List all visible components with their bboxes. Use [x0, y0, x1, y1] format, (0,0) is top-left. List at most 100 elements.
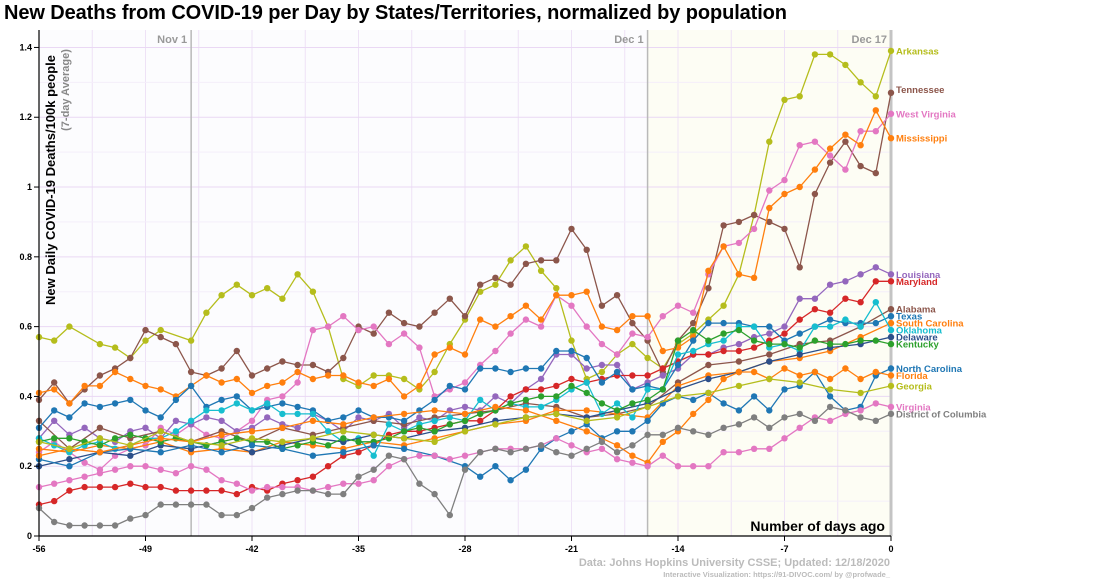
data-point-maryland[interactable]	[507, 393, 514, 400]
data-point-florida[interactable]	[887, 372, 895, 379]
data-point-virginia[interactable]	[674, 463, 682, 470]
data-point-texas[interactable]	[598, 379, 606, 386]
data-point-west-virginia[interactable]	[613, 351, 621, 358]
data-point-arkansas[interactable]	[111, 344, 119, 351]
data-point-west-virginia[interactable]	[674, 302, 682, 309]
data-point-virginia[interactable]	[705, 463, 712, 470]
data-point-mississippi[interactable]	[142, 382, 149, 390]
data-point-florida[interactable]	[735, 368, 743, 376]
data-point-florida[interactable]	[400, 410, 408, 418]
data-point-georgia[interactable]	[887, 382, 895, 390]
data-point-kentucky[interactable]	[826, 340, 834, 348]
data-point-mississippi[interactable]	[720, 243, 727, 250]
data-point-kentucky[interactable]	[553, 393, 560, 400]
data-point-oklahoma[interactable]	[218, 407, 225, 414]
data-point-arkansas[interactable]	[279, 295, 286, 302]
data-point-oklahoma[interactable]	[857, 323, 864, 330]
data-point-texas[interactable]	[355, 407, 362, 414]
data-point-florida[interactable]	[842, 365, 849, 372]
data-point-kentucky[interactable]	[796, 344, 803, 351]
data-point-district-of-columbia[interactable]	[629, 442, 636, 449]
data-point-mississippi[interactable]	[705, 267, 712, 274]
data-point-tennessee[interactable]	[537, 257, 545, 264]
data-point-maryland[interactable]	[111, 483, 119, 491]
data-point-texas[interactable]	[446, 382, 453, 390]
data-point-tennessee[interactable]	[416, 323, 423, 330]
data-point-maryland[interactable]	[324, 463, 332, 470]
data-point-tennessee[interactable]	[507, 281, 514, 288]
data-point-florida[interactable]	[613, 442, 621, 449]
data-point-georgia[interactable]	[553, 410, 560, 418]
data-point-arkansas[interactable]	[218, 292, 225, 299]
data-point-maryland[interactable]	[172, 487, 180, 494]
data-point-arkansas[interactable]	[203, 309, 210, 316]
data-point-south-carolina[interactable]	[887, 319, 895, 327]
data-point-mississippi[interactable]	[568, 292, 575, 299]
data-point-virginia[interactable]	[887, 403, 895, 411]
data-point-mississippi[interactable]	[96, 382, 104, 390]
data-point-tennessee[interactable]	[887, 89, 895, 97]
data-point-kentucky[interactable]	[51, 435, 58, 442]
data-point-north-carolina[interactable]	[629, 428, 636, 435]
data-point-louisiana[interactable]	[264, 414, 271, 421]
data-point-delaware[interactable]	[705, 375, 712, 383]
data-point-west-virginia[interactable]	[568, 302, 575, 309]
data-point-arkansas[interactable]	[233, 281, 240, 288]
data-point-louisiana[interactable]	[416, 414, 423, 421]
data-point-texas[interactable]	[127, 396, 134, 404]
data-point-district-of-columbia[interactable]	[842, 407, 849, 414]
data-point-florida[interactable]	[720, 375, 727, 383]
data-point-louisiana[interactable]	[826, 281, 834, 288]
data-point-texas[interactable]	[218, 396, 225, 404]
data-point-north-carolina[interactable]	[568, 428, 575, 435]
data-point-florida[interactable]	[857, 375, 864, 383]
data-point-district-of-columbia[interactable]	[385, 452, 393, 459]
data-point-texas[interactable]	[96, 403, 104, 411]
data-point-georgia[interactable]	[248, 435, 256, 442]
data-point-florida[interactable]	[872, 368, 879, 376]
data-point-georgia[interactable]	[96, 435, 104, 442]
data-point-tennessee[interactable]	[598, 302, 606, 309]
data-point-tennessee[interactable]	[340, 354, 347, 362]
data-point-west-virginia[interactable]	[507, 330, 514, 337]
data-point-texas[interactable]	[431, 396, 438, 404]
data-point-district-of-columbia[interactable]	[355, 473, 362, 480]
data-point-arkansas[interactable]	[477, 288, 484, 295]
data-point-delaware[interactable]	[766, 358, 773, 365]
data-point-louisiana[interactable]	[796, 295, 803, 302]
data-point-louisiana[interactable]	[613, 361, 621, 369]
data-point-mississippi[interactable]	[507, 313, 514, 320]
data-point-alabama[interactable]	[766, 351, 773, 358]
data-point-virginia[interactable]	[796, 424, 803, 431]
data-point-oklahoma[interactable]	[477, 396, 484, 404]
data-point-kentucky[interactable]	[659, 386, 666, 393]
data-point-west-virginia[interactable]	[583, 323, 590, 330]
data-point-delaware[interactable]	[674, 386, 682, 393]
data-point-virginia[interactable]	[127, 463, 134, 470]
data-point-maryland[interactable]	[781, 330, 788, 337]
data-point-maryland[interactable]	[568, 375, 575, 383]
data-point-louisiana[interactable]	[811, 295, 819, 302]
data-point-mississippi[interactable]	[279, 379, 286, 386]
data-point-tennessee[interactable]	[766, 218, 773, 226]
data-point-oklahoma[interactable]	[720, 337, 727, 344]
data-point-arkansas[interactable]	[142, 337, 149, 344]
data-point-kentucky[interactable]	[644, 396, 651, 404]
data-point-virginia[interactable]	[872, 400, 879, 407]
data-point-texas[interactable]	[766, 323, 773, 330]
data-point-arkansas[interactable]	[187, 337, 195, 344]
data-point-maryland[interactable]	[857, 299, 864, 306]
data-point-kentucky[interactable]	[446, 421, 453, 428]
data-point-maryland[interactable]	[842, 295, 849, 302]
data-point-arkansas[interactable]	[887, 47, 895, 55]
data-point-georgia[interactable]	[705, 389, 712, 397]
data-point-west-virginia[interactable]	[826, 152, 834, 159]
data-point-west-virginia[interactable]	[796, 142, 803, 149]
data-point-tennessee[interactable]	[264, 365, 271, 372]
data-point-west-virginia[interactable]	[248, 417, 256, 424]
data-point-texas[interactable]	[81, 400, 88, 407]
data-point-mississippi[interactable]	[111, 368, 119, 376]
data-point-arkansas[interactable]	[842, 61, 849, 69]
data-point-west-virginia[interactable]	[385, 340, 393, 348]
data-point-district-of-columbia[interactable]	[735, 421, 743, 428]
